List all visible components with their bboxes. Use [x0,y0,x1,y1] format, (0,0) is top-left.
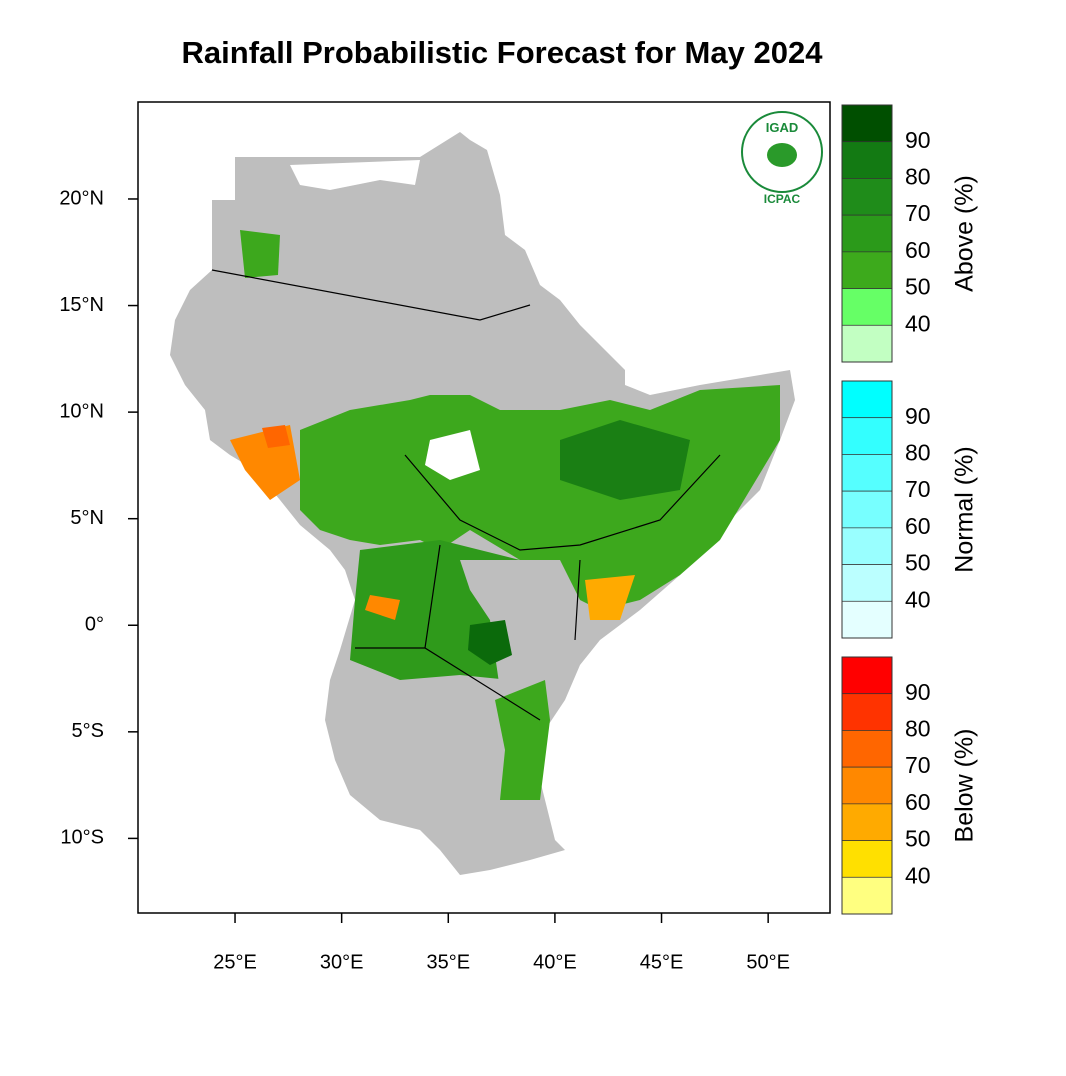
border [404,454,721,551]
y-tick-label: 10°N [59,400,104,422]
legend-tick-label: 60 [905,237,931,263]
legend-tick-label: 90 [905,679,931,705]
legend-tick-label: 40 [905,310,931,336]
border [574,559,581,641]
below-area [585,575,635,620]
legend-frame [841,380,893,639]
x-tick-label: 45°E [640,951,684,973]
logo-icon [767,143,797,167]
logo: IGAD ICPAC [741,111,823,206]
no-data [290,160,420,190]
y-tick-label: 5°N [70,507,104,529]
legend-tick-label: 70 [905,200,931,226]
legend-swatch [841,527,893,565]
legend-swatch [841,178,893,216]
legend-tick-label: 70 [905,476,931,502]
x-tick-label: 25°E [213,951,257,973]
legend-frame [841,104,893,363]
y-tick-label: 0° [85,614,104,636]
legend-title: Above (%) [951,175,979,292]
legend-title: Normal (%) [951,446,979,572]
x-tick-label: 30°E [320,951,364,973]
legend-swatch [841,564,893,602]
legend-frame [841,656,893,915]
legend-tick-label: 60 [905,789,931,815]
legend-swatch [841,251,893,289]
legend-tick-label: 70 [905,752,931,778]
legend-title: Below (%) [951,729,979,843]
above-area [240,230,280,278]
legend-swatch [841,104,893,143]
legend-swatch [841,730,893,768]
legend-tick-label: 40 [905,862,931,888]
legend-swatch [841,288,893,326]
x-tick-label: 35°E [426,951,470,973]
map-title: Rainfall Probabilistic Forecast for May … [182,35,824,70]
legend-swatch [841,693,893,731]
legend-tick-label: 50 [905,826,931,852]
legend-swatch [841,876,893,915]
legend-swatch [841,490,893,529]
legend-tick-label: 60 [905,513,931,539]
legend-swatch [841,840,893,878]
y-tick-label: 10°S [60,827,104,849]
legend-tick-label: 90 [905,127,931,153]
legend-swatch [841,214,893,253]
above-area [560,420,690,500]
logo-top: IGAD [766,120,799,135]
y-tick-label: 15°N [59,294,104,316]
x-tick-label: 50°E [746,951,790,973]
land [170,132,795,875]
above-area [495,680,550,800]
legend-swatch [841,454,893,492]
border [424,544,441,649]
below-area [365,595,400,620]
y-tick-label: 5°S [72,720,104,742]
legend-tick-label: 80 [905,440,931,466]
map-frame [137,101,831,914]
legend-swatch [841,380,893,419]
legend-swatch [841,766,893,805]
above-area [468,620,512,665]
below-area [262,425,290,448]
logo-bottom: ICPAC [764,192,801,206]
y-tick-label: 20°N [59,187,104,209]
legend-tick-label: 50 [905,274,931,300]
border [211,269,531,321]
legend-swatch [841,141,893,179]
legend-tick-label: 90 [905,403,931,429]
legend-swatch [841,417,893,455]
legend-tick-label: 80 [905,716,931,742]
legend-tick-label: 80 [905,164,931,190]
no-data [425,430,480,480]
land-area [460,560,560,690]
legend-swatch [841,324,893,363]
legend-tick-label: 40 [905,586,931,612]
legend-swatch [841,600,893,639]
x-tick-label: 40°E [533,951,577,973]
legend-swatch [841,803,893,841]
legend-tick-label: 50 [905,550,931,576]
legend-swatch [841,656,893,695]
